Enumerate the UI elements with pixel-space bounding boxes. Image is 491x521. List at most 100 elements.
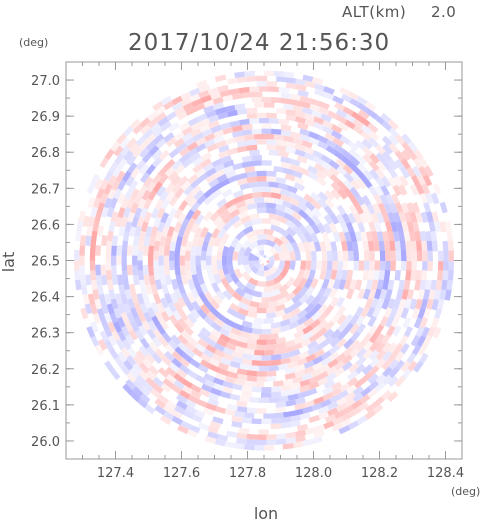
radar-cell	[291, 170, 303, 179]
radar-cell	[363, 169, 374, 182]
radar-cell	[275, 145, 287, 152]
radar-cell	[143, 235, 151, 247]
radar-cell	[139, 206, 149, 219]
radar-cell	[236, 373, 248, 381]
radar-cell	[222, 94, 234, 102]
radar-cell	[278, 250, 286, 261]
radar-cell	[139, 171, 151, 184]
radar-cell	[264, 197, 275, 204]
radar-cell	[278, 86, 290, 94]
radar-cell	[356, 95, 369, 106]
radar-cell	[94, 298, 102, 310]
radar-cell	[165, 110, 178, 122]
radar-cell	[207, 87, 220, 96]
radar-cell	[356, 178, 367, 190]
radar-cell	[143, 297, 152, 309]
radar-cell	[342, 260, 349, 271]
radar-cell	[302, 241, 311, 252]
radar-cell	[299, 260, 307, 271]
radar-cell	[111, 274, 119, 286]
radar-cell	[347, 91, 360, 101]
radar-cell	[282, 442, 294, 450]
radar-cell	[360, 386, 372, 398]
radar-cell	[400, 202, 410, 215]
radar-cell	[285, 77, 297, 84]
radar-cell	[304, 286, 315, 298]
radar-cell	[340, 269, 348, 281]
radar-cell	[398, 334, 409, 347]
radar-cell	[207, 431, 219, 440]
radar-cell	[164, 274, 172, 286]
radar-cell	[154, 398, 166, 409]
radar-cell	[147, 255, 154, 266]
radar-cell	[159, 190, 170, 202]
radar-cell	[381, 279, 390, 291]
radar-cell	[295, 322, 307, 333]
radar-cell	[174, 245, 181, 256]
radar-cell	[177, 283, 186, 295]
radar-cell	[362, 146, 374, 158]
radar-cell	[350, 399, 363, 411]
radar-cell	[294, 143, 306, 152]
radar-cell	[322, 328, 335, 340]
radar-cell	[242, 255, 249, 266]
radar-cell	[112, 321, 122, 333]
radar-cell	[379, 315, 389, 328]
radar-cell	[186, 141, 199, 152]
radar-cell	[227, 77, 239, 85]
radar-cell	[354, 363, 366, 375]
radar-cell	[177, 317, 188, 329]
radar-cell	[383, 202, 393, 215]
radar-cell	[279, 234, 290, 246]
radar-cell	[320, 154, 333, 165]
radar-cell	[261, 360, 272, 367]
radar-cell	[305, 353, 317, 363]
radar-cell	[216, 260, 223, 271]
radar-cell	[317, 405, 330, 415]
radar-cell	[137, 250, 144, 261]
radar-cell	[147, 264, 155, 276]
radar-cell	[347, 420, 359, 431]
radar-cell	[175, 235, 183, 247]
radar-cell	[241, 325, 253, 334]
radar-cell	[301, 140, 313, 149]
radar-cell	[218, 327, 230, 337]
radar-cell	[370, 297, 379, 310]
radar-cell	[220, 277, 230, 289]
radar-cell	[246, 144, 258, 151]
radar-cell	[227, 331, 239, 341]
radar-cell	[188, 424, 201, 434]
radar-cell	[163, 132, 175, 143]
radar-cell	[373, 270, 380, 281]
radar-cell	[430, 279, 438, 291]
radar-cell	[218, 333, 231, 343]
radar-cell	[213, 317, 225, 328]
radar-cell	[362, 269, 370, 281]
radar-cell	[381, 298, 390, 310]
radar-cell	[308, 333, 320, 343]
radar-cell	[326, 401, 339, 411]
radar-cell	[413, 316, 423, 329]
radar-cell	[370, 212, 380, 224]
radar-cell	[236, 437, 248, 445]
radar-cell	[360, 124, 373, 135]
radar-cell	[425, 298, 434, 311]
radar-cell	[341, 213, 351, 225]
radar-cell	[120, 325, 130, 337]
radar-cell	[196, 113, 209, 123]
radar-cell	[311, 303, 322, 314]
radar-cell	[236, 405, 248, 413]
radar-cell	[330, 381, 343, 392]
radar-cell	[367, 315, 377, 328]
radar-cell	[394, 158, 405, 171]
radar-cell	[122, 279, 130, 291]
radar-cell	[361, 364, 374, 376]
radar-cell	[328, 159, 341, 171]
radar-cell	[256, 239, 267, 246]
radar-cell	[173, 221, 183, 233]
radar-cell	[96, 307, 105, 320]
radar-cell	[152, 180, 163, 193]
radar-cell	[254, 133, 265, 140]
radar-cell	[160, 310, 171, 323]
radar-cell	[99, 156, 110, 169]
